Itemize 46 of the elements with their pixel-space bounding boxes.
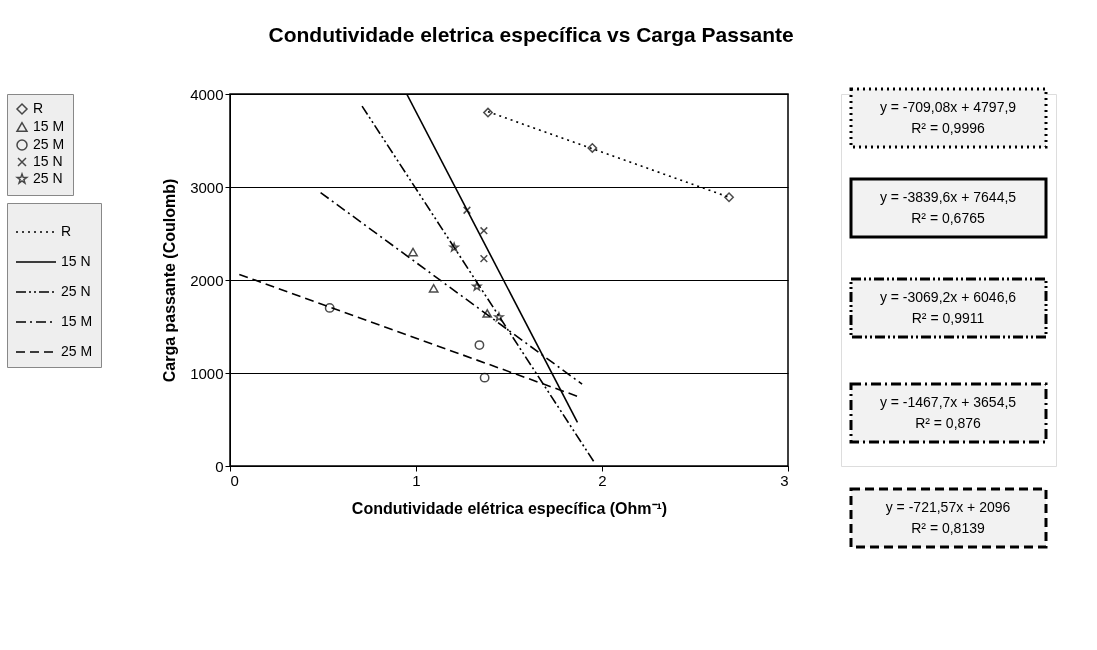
legend-label: 15 N xyxy=(33,153,63,169)
text: y = -3069,2x + 6046,6 xyxy=(879,289,1017,305)
point xyxy=(474,340,485,351)
text: R² = 0,8139 xyxy=(911,520,985,536)
legend-label: 15 M xyxy=(61,313,93,329)
y-tick-label: 1000 xyxy=(190,364,224,382)
point xyxy=(587,143,598,153)
x-axis-title: Condutividade elétrica específica (Ohm⁻¹) xyxy=(351,499,668,517)
text: R² = 0,6765 xyxy=(911,210,985,226)
legend-label: 25 M xyxy=(33,136,65,152)
point xyxy=(494,312,504,322)
point xyxy=(482,309,493,318)
x-tick-label: 1 xyxy=(412,471,421,489)
text: y = -1467,7x + 3654,5 xyxy=(879,394,1017,410)
y-tick-label: 2000 xyxy=(190,271,224,289)
y-axis-title: Carga passante (Coulomb) xyxy=(161,178,179,383)
text: R² = 0,9911 xyxy=(911,310,985,326)
text: y = -3839,6x + 7644,5 xyxy=(879,189,1017,205)
legend-label: 25 N xyxy=(61,283,91,299)
point xyxy=(324,302,335,313)
point xyxy=(449,242,459,252)
x-tick-label: 0 xyxy=(230,471,239,489)
chart-title: Condutividade eletrica específica vs Carga Passante xyxy=(268,23,794,47)
point xyxy=(462,206,472,215)
point xyxy=(408,247,418,257)
legend-label: 25 M xyxy=(61,343,93,359)
x-tick-label: 2 xyxy=(598,471,607,489)
y-tick-label: 4000 xyxy=(190,85,224,103)
point xyxy=(483,107,493,118)
point xyxy=(479,226,488,235)
text: y = -721,57x + 2096 xyxy=(885,499,1011,515)
legend-label: 15 M xyxy=(33,118,65,134)
y-tick-label: 3000 xyxy=(190,178,224,196)
text: y = -709,08x + 4797,9 xyxy=(879,99,1017,115)
legend-label: R xyxy=(33,100,44,116)
point xyxy=(479,372,490,383)
legend-label: R xyxy=(61,223,72,239)
point xyxy=(724,192,734,203)
legend-label: 15 N xyxy=(61,253,91,269)
point xyxy=(428,284,439,293)
y-tick-label: 0 xyxy=(215,457,224,475)
text: R² = 0,9996 xyxy=(911,120,985,136)
legend-label: 25 N xyxy=(33,170,63,186)
point xyxy=(479,254,488,263)
text: R² = 0,876 xyxy=(915,415,982,431)
x-tick-label: 3 xyxy=(780,471,789,489)
